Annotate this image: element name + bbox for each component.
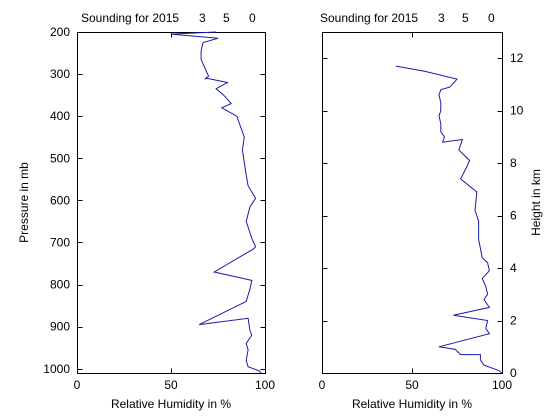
y-axis-label: Height in km xyxy=(529,169,543,236)
y-tick-label: 300 xyxy=(50,67,70,81)
y-tick-label: 500 xyxy=(50,151,70,165)
title-suffix: 5 xyxy=(223,11,230,25)
chart-title: Sounding for 2015 xyxy=(320,11,418,25)
pressure-panel: 0 50 1002003004005006007008009001000Soundi… xyxy=(17,11,275,411)
y-tick-label: 1000 xyxy=(43,362,70,376)
x-axis-label: Relative Humidity in % xyxy=(111,397,231,411)
x-tick-label: 0 xyxy=(74,378,81,392)
y-tick-label: 700 xyxy=(50,235,70,249)
x-tick-label: 100 xyxy=(255,378,275,392)
y-tick-label: 200 xyxy=(50,25,70,39)
x-axis-label: Relative Humidity in % xyxy=(352,397,472,411)
x-tick-label: 0 xyxy=(319,378,326,392)
y-tick-label: 2 xyxy=(510,314,517,328)
title-suffix: 3 xyxy=(438,11,445,25)
y-tick-label: 6 xyxy=(510,209,517,223)
title-suffix: 0 xyxy=(488,11,495,25)
title-suffix: 0 xyxy=(249,11,256,25)
title-suffix: 3 xyxy=(199,11,206,25)
chart-title: Sounding for 2015 xyxy=(81,11,179,25)
x-tick-label: 50 xyxy=(405,378,419,392)
x-tick-label: 100 xyxy=(492,378,512,392)
y-tick-label: 600 xyxy=(50,193,70,207)
plot-frame xyxy=(78,33,266,374)
y-tick-label: 8 xyxy=(510,156,517,170)
y-tick-label: 4 xyxy=(510,261,517,275)
x-tick-label: 50 xyxy=(164,378,178,392)
y-tick-label: 10 xyxy=(510,104,524,118)
y-tick-label: 900 xyxy=(50,320,70,334)
title-suffix: 5 xyxy=(462,11,469,25)
y-axis-label: Pressure in mb xyxy=(17,162,31,243)
y-tick-label: 800 xyxy=(50,278,70,292)
y-tick-label: 12 xyxy=(510,51,524,65)
y-tick-label: 400 xyxy=(50,109,70,123)
y-tick-label: 0 xyxy=(510,366,517,380)
